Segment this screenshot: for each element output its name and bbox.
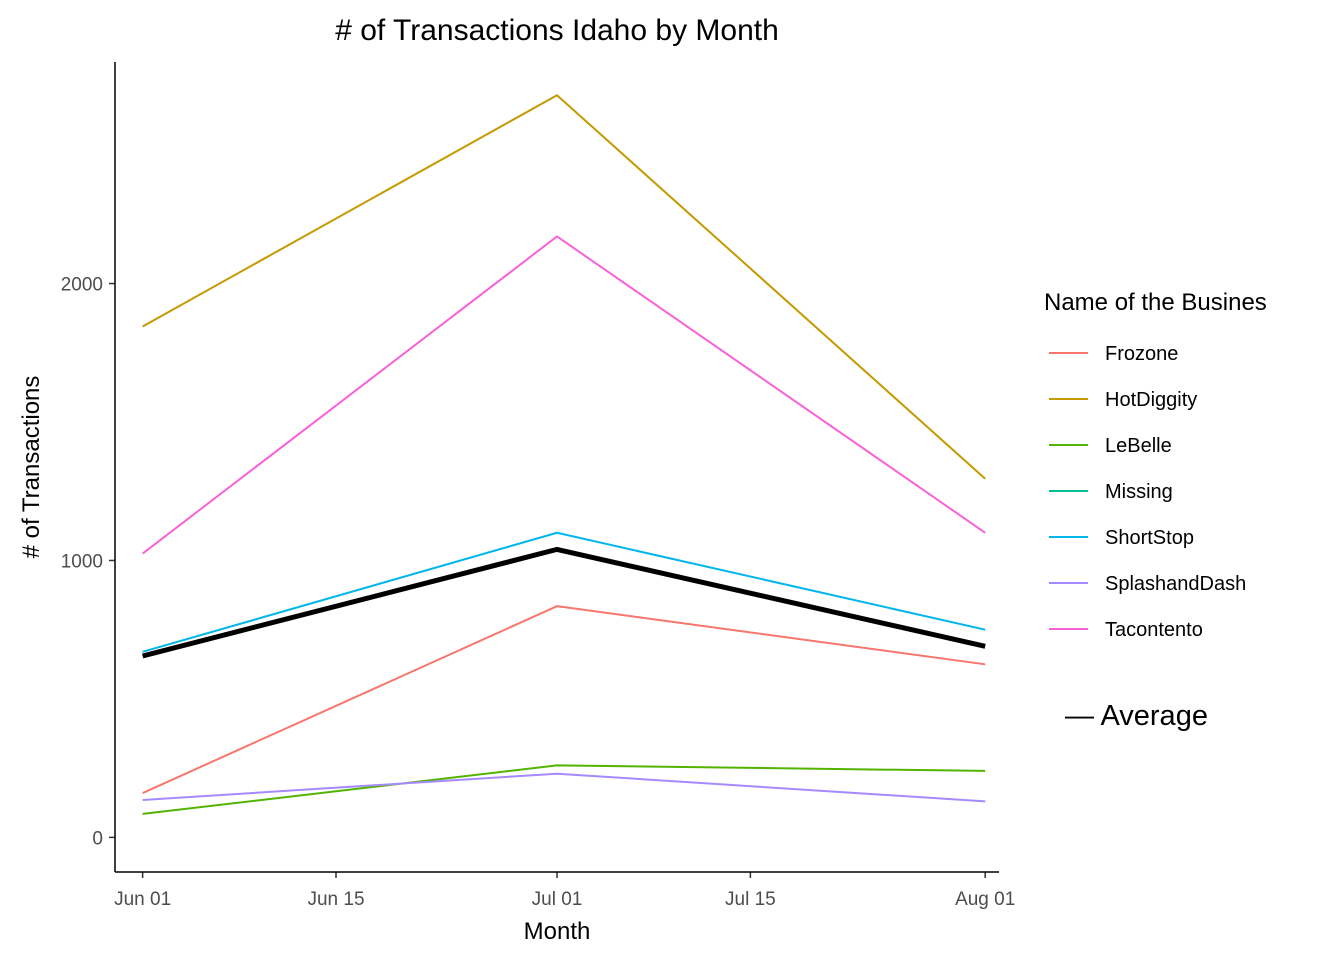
legend-label-shortstop: ShortStop bbox=[1105, 527, 1194, 549]
legend-label-frozone: Frozone bbox=[1105, 343, 1178, 365]
average-line-group bbox=[142, 546, 986, 659]
y-axis-title: # of Transactions bbox=[18, 376, 45, 559]
legend-title: Name of the Busines bbox=[1044, 289, 1267, 316]
series-line-tacontento bbox=[142, 235, 986, 555]
series-line-frozone bbox=[142, 605, 986, 794]
legend-label-splashanddash: SplashandDash bbox=[1105, 573, 1246, 595]
x-tick-label: Jun 01 bbox=[114, 889, 171, 910]
y-tick-label: 0 bbox=[92, 828, 103, 849]
y-tick-label: 1000 bbox=[61, 551, 103, 572]
chart-title: # of Transactions Idaho by Month bbox=[335, 14, 779, 47]
y-axis-ticks: 0 1000 2000 bbox=[61, 275, 115, 849]
x-tick-label: Aug 01 bbox=[955, 889, 1015, 910]
x-axis-title: Month bbox=[524, 918, 591, 945]
y-tick-label: 2000 bbox=[61, 275, 103, 296]
legend-label-tacontento: Tacontento bbox=[1105, 619, 1203, 641]
legend-label-missing: Missing bbox=[1105, 481, 1173, 503]
series-line-shortstop bbox=[142, 531, 986, 653]
series-line-lebelle bbox=[142, 764, 986, 815]
series-lines bbox=[142, 94, 986, 815]
x-tick-label: Jun 15 bbox=[307, 889, 364, 910]
legend-label-lebelle: LeBelle bbox=[1105, 435, 1172, 457]
series-line-splashanddash bbox=[142, 772, 986, 803]
average-line bbox=[142, 546, 986, 659]
legend: Frozone HotDiggity LeBelle Missing ShortStop… bbox=[1049, 343, 1246, 641]
series-line-hotdiggity bbox=[142, 94, 986, 480]
average-legend-label: — Average bbox=[1065, 700, 1208, 732]
x-axis-ticks: Jun 01 Jun 15 Jul 01 Jul 15 Aug 01 bbox=[114, 872, 1015, 910]
x-tick-label: Jul 01 bbox=[532, 889, 583, 910]
legend-label-hotdiggity: HotDiggity bbox=[1105, 389, 1197, 411]
x-tick-label: Jul 15 bbox=[725, 889, 776, 910]
